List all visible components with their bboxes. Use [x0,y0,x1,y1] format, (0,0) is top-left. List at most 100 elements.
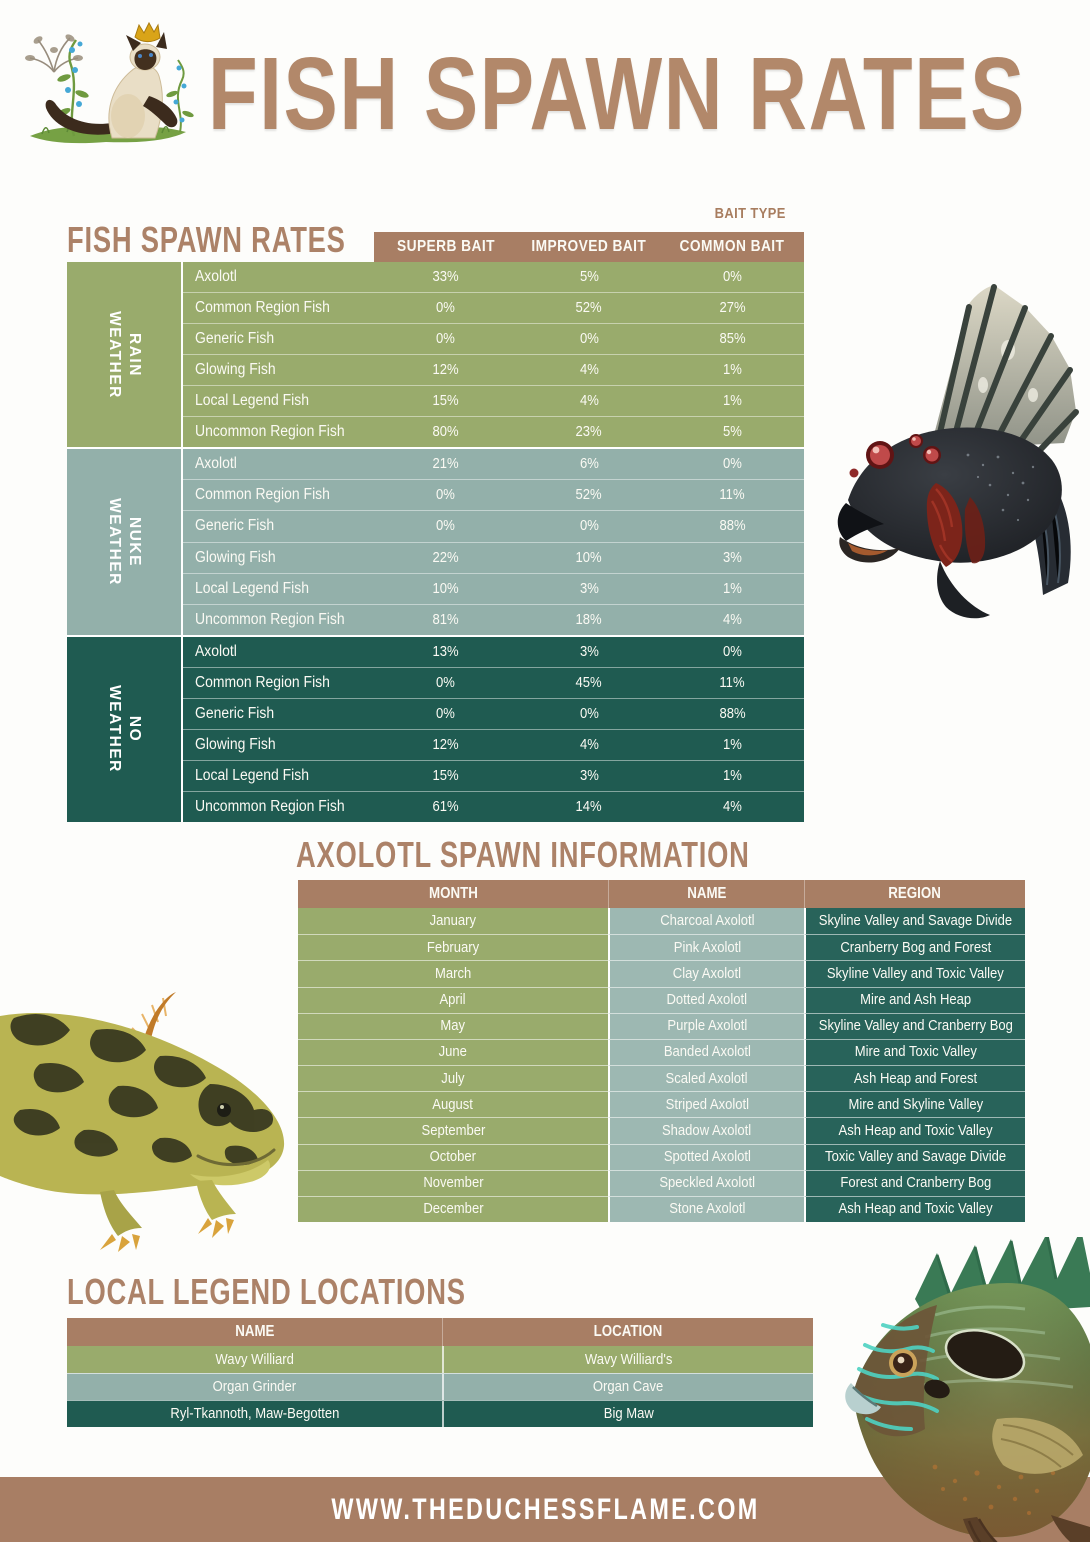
rate-value-cell: 52% [575,487,603,504]
legend-cell: Wavy Williard [215,1351,294,1368]
rate-row: Uncommon Region Fish 61% 14% 4% [183,790,804,822]
legend-row: Organ Grinder Organ Cave [67,1373,813,1400]
weather-label: NO WEATHER [67,636,183,822]
axolotl-cell: Ash Heap and Toxic Valley [804,1117,1025,1144]
rate-value-cell: 0% [436,300,456,317]
rate-value-cell: 85% [719,331,746,348]
fish-name-cell: Generic Fish [195,704,275,722]
axolotl-cell: December [298,1195,608,1223]
rates-table-body: RAIN WEATHER Axolotl 33% 5% 0% Common Region F… [67,262,804,822]
rate-value-cell: 52% [575,300,603,317]
bait-column-header: SUPERB BAIT [396,238,495,255]
rate-value-cell: 0% [579,705,599,722]
rate-value-cell: 4% [579,393,599,410]
axolotl-cell: April [298,986,608,1013]
fish-name-cell: Axolotl [195,268,237,286]
axolotl-cell: October [298,1143,608,1170]
fish-name-cell: Generic Fish [195,517,275,535]
axolotl-row: June Banded Axolotl Mire and Toxic Valley [298,1038,1025,1066]
rate-row: Glowing Fish 12% 4% 1% [183,728,804,760]
rate-value-cell: 11% [719,487,745,504]
axolotl-cell: Pink Axolotl [608,934,804,961]
axolotl-cell: Forest and Cranberry Bog [804,1169,1025,1196]
fish-name-cell: Glowing Fish [195,361,276,379]
weather-group: NUKE WEATHER Axolotl 21% 6% 0% Common Region F… [67,447,804,635]
axolotl-cell: Dotted Axolotl [608,986,804,1013]
axolotl-row: May Purple Axolotl Skyline Valley and Cran… [298,1012,1025,1039]
axolotl-cell: Clay Axolotl [608,960,804,987]
axolotl-cell: September [298,1117,608,1144]
rate-row: Generic Fish 0% 0% 88% [183,510,804,541]
axolotl-row: November Speckled Axolotl Forest and Cranb… [298,1169,1025,1196]
bait-header-row: SUPERB BAIT IMPROVED BAIT COMMON BAIT [374,232,804,262]
rate-value-cell: 4% [579,736,599,753]
rate-value-cell: 14% [575,799,603,815]
fish-name-cell: Uncommon Region Fish [195,423,345,441]
axolotl-cell: Striped Axolotl [608,1091,804,1118]
axolotl-table: MONTH NAME REGION January Charcoal Axolotl S… [298,880,1025,1223]
rate-row: Generic Fish 0% 0% 88% [183,697,804,729]
axolotl-cell: June [298,1038,608,1066]
cat-logo-image [25,21,194,144]
local-legend-header-row: NAME LOCATION [67,1318,813,1346]
legend-cell: Organ Cave [442,1374,813,1400]
axolotl-cell: Skyline Valley and Savage Divide [804,908,1025,935]
axolotl-row: December Stone Axolotl Ash Heap and Toxic … [298,1195,1025,1223]
fish-name-cell: Local Legend Fish [195,579,310,597]
axolotl-row: February Pink Axolotl Cranberry Bog and Fo… [298,934,1025,961]
bait-column-header: COMMON BAIT [679,238,785,255]
rate-value-cell: 61% [432,799,459,815]
rate-value-cell: 15% [432,393,459,410]
axolotl-cell: Ash Heap and Toxic Valley [804,1195,1025,1223]
rate-value-cell: 12% [432,736,459,753]
axolotl-cell: Shadow Axolotl [608,1117,804,1144]
page-title: FISH SPAWN RATES [208,36,1026,151]
fish-name-cell: Common Region Fish [195,673,330,691]
rate-value-cell: 13% [432,643,459,660]
fish-name-cell: Common Region Fish [195,486,330,504]
rate-value-cell: 1% [722,736,742,753]
rate-value-cell: 0% [436,674,456,691]
legend-cell: Organ Grinder [212,1379,297,1395]
fish-name-cell: Axolotl [195,455,237,473]
rate-row: Uncommon Region Fish 80% 23% 5% [183,416,804,447]
axolotl-cell: Speckled Axolotl [608,1169,804,1196]
rate-value-cell: 18% [575,611,603,628]
local-legend-table: NAME LOCATION Wavy Williard Wavy Williard'… [67,1318,813,1427]
rate-value-cell: 6% [579,456,599,473]
rate-value-cell: 1% [722,767,742,784]
weather-group: RAIN WEATHER Axolotl 33% 5% 0% Common Region F… [67,262,804,448]
fish-name-cell: Uncommon Region Fish [195,610,345,628]
rate-value-cell: 0% [436,331,456,348]
legend-cell: Wavy Williard's [442,1346,813,1373]
rate-value-cell: 5% [579,269,599,286]
fish-name-cell: Generic Fish [195,330,275,348]
rate-value-cell: 4% [579,362,599,379]
axolotl-cell: Skyline Valley and Cranberry Bog [804,1012,1025,1039]
axolotl-cell: August [298,1091,608,1118]
dark-fish-image [837,284,1079,619]
rate-value-cell: 1% [722,362,742,379]
rate-row: Common Region Fish 0% 52% 27% [183,292,804,323]
axolotl-cell: July [298,1065,608,1092]
local-legend-table-body: Wavy Williard Wavy Williard's Organ Grinde… [67,1346,813,1427]
weather-label-text: NUKE WEATHER [106,498,144,586]
rate-row: Local Legend Fish 10% 3% 1% [183,572,804,604]
rate-value-cell: 10% [432,580,459,597]
rate-value-cell: 22% [432,549,459,566]
legend-column-header: LOCATION [442,1318,813,1346]
rate-value-cell: 45% [575,674,603,691]
axolotl-cell: Stone Axolotl [608,1195,804,1223]
rate-row: Common Region Fish 0% 45% 11% [183,666,804,698]
fish-name-cell: Local Legend Fish [195,392,310,410]
rate-value-cell: 5% [722,424,742,441]
axolotl-cell: March [298,960,608,987]
rate-value-cell: 23% [575,424,603,441]
spawn-rates-section-title: FISH SPAWN RATES [67,219,346,260]
rate-value-cell: 4% [722,799,742,815]
axolotl-cell: February [298,934,608,961]
axolotl-cell: May [298,1012,608,1039]
footer-bar: WWW.THEDUCHESSFLAME.COM [0,1477,1090,1542]
rate-value-cell: 1% [722,580,742,597]
